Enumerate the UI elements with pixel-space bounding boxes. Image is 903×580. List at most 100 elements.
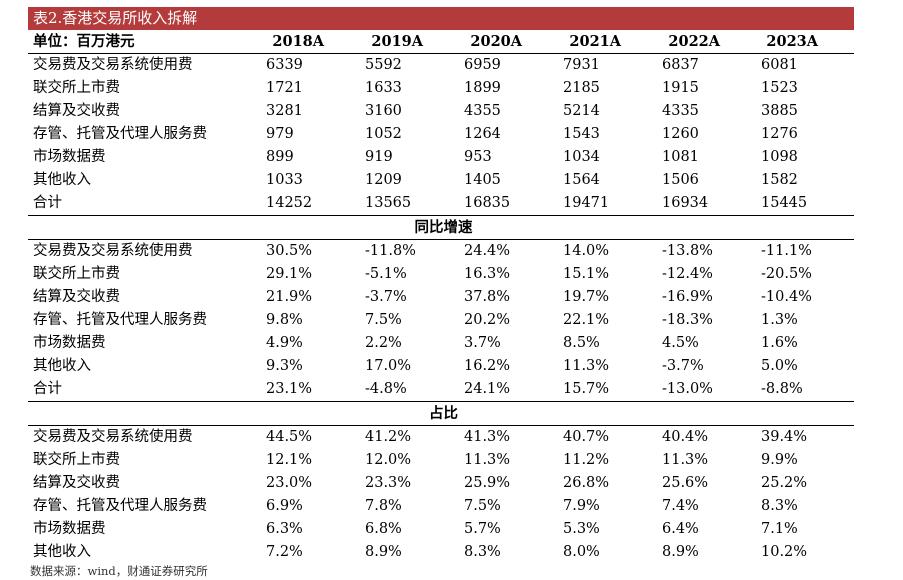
year-header: 2020A <box>459 30 558 54</box>
table-row: 交易费及交易系统使用费 30.5% -11.8% 24.4% 14.0% -13.8% -1… <box>28 240 854 264</box>
cell-value: 3160 <box>365 103 402 119</box>
cell-value: 7.5% <box>464 498 501 514</box>
cell-value: -3.7% <box>365 289 407 305</box>
source-note: 数据来源：wind，财通证券研究所 <box>30 564 208 578</box>
year-header: 2018A <box>261 30 360 54</box>
cell-value: 6959 <box>464 57 501 73</box>
cell-value: 12.1% <box>266 452 313 468</box>
cell-value: 1582 <box>761 172 798 188</box>
section-header-row: 占比 <box>28 401 854 426</box>
year-header: 2023A <box>756 30 854 54</box>
cell-value: 979 <box>266 126 294 142</box>
cell-value: 8.3% <box>464 544 501 560</box>
table-row: 合计 14252 13565 16835 19471 16934 15445 <box>28 192 854 216</box>
cell-value: -11.8% <box>365 243 416 259</box>
table-row: 市场数据费 6.3% 6.8% 5.7% 5.3% 6.4% 7.1% <box>28 518 854 541</box>
cell-value: 1506 <box>662 172 699 188</box>
cell-value: -11.1% <box>761 243 812 259</box>
table-title: 表2.香港交易所收入拆解 <box>28 7 854 30</box>
cell-value: 25.6% <box>662 475 709 491</box>
row-label: 联交所上市费 <box>33 266 120 282</box>
unit-label: 单位：百万港元 <box>28 30 261 54</box>
cell-value: -5.1% <box>365 266 407 282</box>
cell-value: 1209 <box>365 172 402 188</box>
section-title: 占比 <box>28 401 854 426</box>
cell-value: 11.3% <box>662 452 709 468</box>
cell-value: -12.4% <box>662 266 713 282</box>
table-row: 其他收入 7.2% 8.9% 8.3% 8.0% 8.9% 10.2% <box>28 541 854 564</box>
table-row: 结算及交收费 3281 3160 4355 5214 4335 3885 <box>28 100 854 123</box>
cell-value: 8.5% <box>563 335 600 351</box>
cell-value: 953 <box>464 149 492 165</box>
table-row: 结算及交收费 21.9% -3.7% 37.8% 19.7% -16.9% -10.4% <box>28 286 854 309</box>
cell-value: 1034 <box>563 149 600 165</box>
cell-value: 17.0% <box>365 358 412 374</box>
cell-value: 1052 <box>365 126 402 142</box>
cell-value: 5.7% <box>464 521 501 537</box>
cell-value: 6339 <box>266 57 303 73</box>
cell-value: 15445 <box>756 192 854 216</box>
cell-value: 6081 <box>761 57 798 73</box>
row-label: 交易费及交易系统使用费 <box>33 429 193 445</box>
cell-value: -20.5% <box>761 266 812 282</box>
row-label: 其他收入 <box>33 172 91 188</box>
cell-value: 1721 <box>266 80 303 96</box>
cell-value: 6.8% <box>365 521 402 537</box>
table-row: 存管、托管及代理人服务费 9.8% 7.5% 20.2% 22.1% -18.3% 1.3% <box>28 309 854 332</box>
table-row: 合计 23.1% -4.8% 24.1% 15.7% -13.0% -8.8% <box>28 378 854 402</box>
cell-value: 23.0% <box>266 475 313 491</box>
cell-value: 899 <box>266 149 294 165</box>
cell-value: 7.1% <box>761 521 798 537</box>
row-label: 存管、托管及代理人服务费 <box>33 498 207 514</box>
cell-value: 40.4% <box>662 429 709 445</box>
cell-value: 19471 <box>558 192 657 216</box>
table-row: 市场数据费 4.9% 2.2% 3.7% 8.5% 4.5% 1.6% <box>28 332 854 355</box>
cell-value: 23.3% <box>365 475 412 491</box>
row-label: 联交所上市费 <box>33 452 120 468</box>
row-label: 合计 <box>28 192 261 216</box>
cell-value: 16.3% <box>464 266 511 282</box>
cell-value: 14252 <box>261 192 360 216</box>
cell-value: 1543 <box>563 126 600 142</box>
cell-value: 5214 <box>563 103 600 119</box>
cell-value: 30.5% <box>266 243 313 259</box>
cell-value: -4.8% <box>360 378 459 402</box>
cell-value: 6.9% <box>266 498 303 514</box>
cell-value: 3281 <box>266 103 303 119</box>
cell-value: -18.3% <box>662 312 713 328</box>
row-label: 结算及交收费 <box>33 475 120 491</box>
cell-value: 19.7% <box>563 289 610 305</box>
cell-value: 40.7% <box>563 429 610 445</box>
cell-value: 7.4% <box>662 498 699 514</box>
cell-value: 10.2% <box>761 544 808 560</box>
cell-value: 919 <box>365 149 393 165</box>
cell-value: 3.7% <box>464 335 501 351</box>
cell-value: 1633 <box>365 80 402 96</box>
cell-value: 5.3% <box>563 521 600 537</box>
cell-value: 21.9% <box>266 289 313 305</box>
cell-value: 29.1% <box>266 266 313 282</box>
row-label: 交易费及交易系统使用费 <box>33 243 193 259</box>
cell-value: 25.2% <box>761 475 808 491</box>
row-label: 市场数据费 <box>33 335 106 351</box>
section-header-row: 同比增速 <box>28 215 854 240</box>
row-label: 联交所上市费 <box>33 80 120 96</box>
cell-value: 8.3% <box>761 498 798 514</box>
cell-value: -10.4% <box>761 289 812 305</box>
cell-value: 44.5% <box>266 429 313 445</box>
cell-value: 23.1% <box>261 378 360 402</box>
table-row: 联交所上市费 29.1% -5.1% 16.3% 15.1% -12.4% -20.5% <box>28 263 854 286</box>
cell-value: 2185 <box>563 80 600 96</box>
cell-value: 20.2% <box>464 312 511 328</box>
cell-value: 13565 <box>360 192 459 216</box>
cell-value: 11.2% <box>563 452 610 468</box>
cell-value: 5.0% <box>761 358 798 374</box>
cell-value: 7.2% <box>266 544 303 560</box>
table-body: 单位：百万港元 2018A 2019A 2020A 2021A 2022A 20… <box>28 30 854 564</box>
cell-value: 24.1% <box>459 378 558 402</box>
cell-value: 41.3% <box>464 429 511 445</box>
cell-value: 3885 <box>761 103 798 119</box>
cell-value: 1899 <box>464 80 501 96</box>
cell-value: 16934 <box>657 192 756 216</box>
cell-value: 8.9% <box>662 544 699 560</box>
